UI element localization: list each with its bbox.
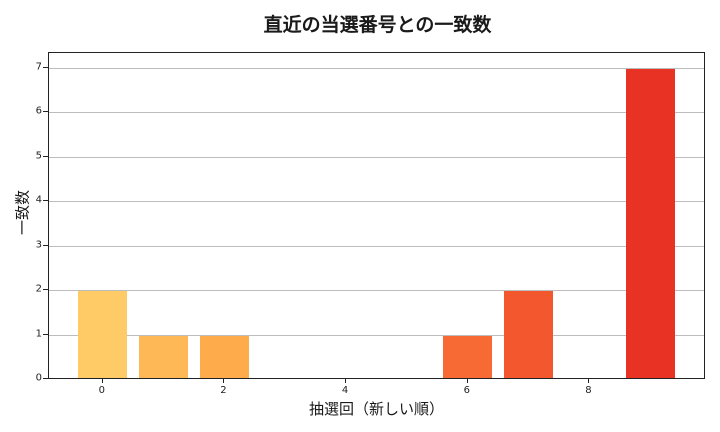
x-tick-mark <box>223 379 225 383</box>
gridline <box>49 156 704 158</box>
y-tick-label: 7 <box>35 61 42 73</box>
bar-2 <box>200 335 249 378</box>
gridline <box>49 67 704 69</box>
x-tick-label: 6 <box>463 385 470 396</box>
y-tick-mark <box>43 155 48 157</box>
gridline <box>49 245 704 247</box>
x-tick-label: 8 <box>585 385 592 396</box>
y-tick-mark <box>43 378 48 379</box>
x-tick-mark <box>588 379 590 383</box>
y-tick-label: 6 <box>35 105 42 117</box>
x-tick-label: 4 <box>341 385 349 396</box>
gridline <box>49 112 704 114</box>
x-tick-mark <box>101 379 103 383</box>
y-tick-mark <box>43 333 48 335</box>
y-tick-label: 3 <box>35 239 42 251</box>
y-tick-label: 1 <box>35 328 42 339</box>
gridline <box>49 201 704 203</box>
x-tick-label: 0 <box>98 385 105 396</box>
x-tick-mark <box>466 379 468 383</box>
bar-6 <box>443 335 493 378</box>
gridline <box>49 334 704 336</box>
chart-title: 直近の当選番号との一致数 <box>263 14 492 36</box>
bar-0 <box>78 291 128 378</box>
bar-7 <box>504 291 553 378</box>
y-tick-mark <box>43 200 48 202</box>
y-tick-mark <box>43 66 48 68</box>
y-tick-label: 0 <box>35 372 42 384</box>
y-tick-label: 5 <box>35 150 42 162</box>
bar-1 <box>139 335 188 378</box>
x-tick-mark <box>345 379 347 383</box>
x-tick-label: 2 <box>220 385 227 396</box>
y-tick-label: 2 <box>35 283 42 295</box>
bar-9 <box>625 68 675 378</box>
y-tick-mark <box>43 289 48 291</box>
y-tick-mark <box>43 244 48 246</box>
gridline <box>49 290 704 292</box>
plot-area <box>48 52 705 379</box>
y-tick-mark <box>43 111 48 113</box>
y-tick-label: 4 <box>35 194 42 206</box>
x-axis-label: 抽選回（新しい順） <box>308 400 444 418</box>
